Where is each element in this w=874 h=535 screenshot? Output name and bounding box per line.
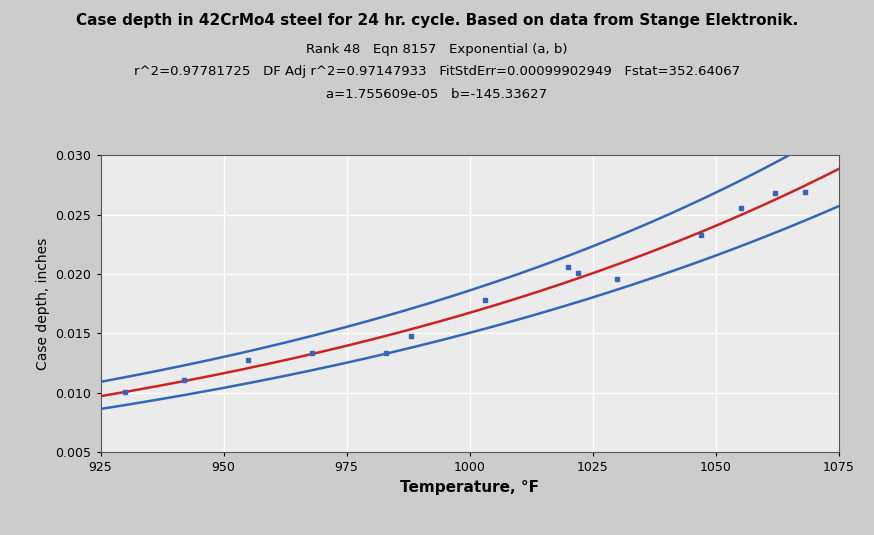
Text: a=1.755609e-05   b=-145.33627: a=1.755609e-05 b=-145.33627 xyxy=(326,88,548,101)
X-axis label: Temperature, °F: Temperature, °F xyxy=(400,480,539,495)
Y-axis label: Case depth, inches: Case depth, inches xyxy=(36,238,50,370)
Text: Rank 48   Eqn 8157   Exponential (a, b): Rank 48 Eqn 8157 Exponential (a, b) xyxy=(306,43,568,56)
Text: Case depth in 42CrMo4 steel for 24 hr. cycle. Based on data from Stange Elektron: Case depth in 42CrMo4 steel for 24 hr. c… xyxy=(76,13,798,28)
Text: r^2=0.97781725   DF Adj r^2=0.97147933   FitStdErr=0.00099902949   Fstat=352.640: r^2=0.97781725 DF Adj r^2=0.97147933 Fit… xyxy=(134,65,740,78)
